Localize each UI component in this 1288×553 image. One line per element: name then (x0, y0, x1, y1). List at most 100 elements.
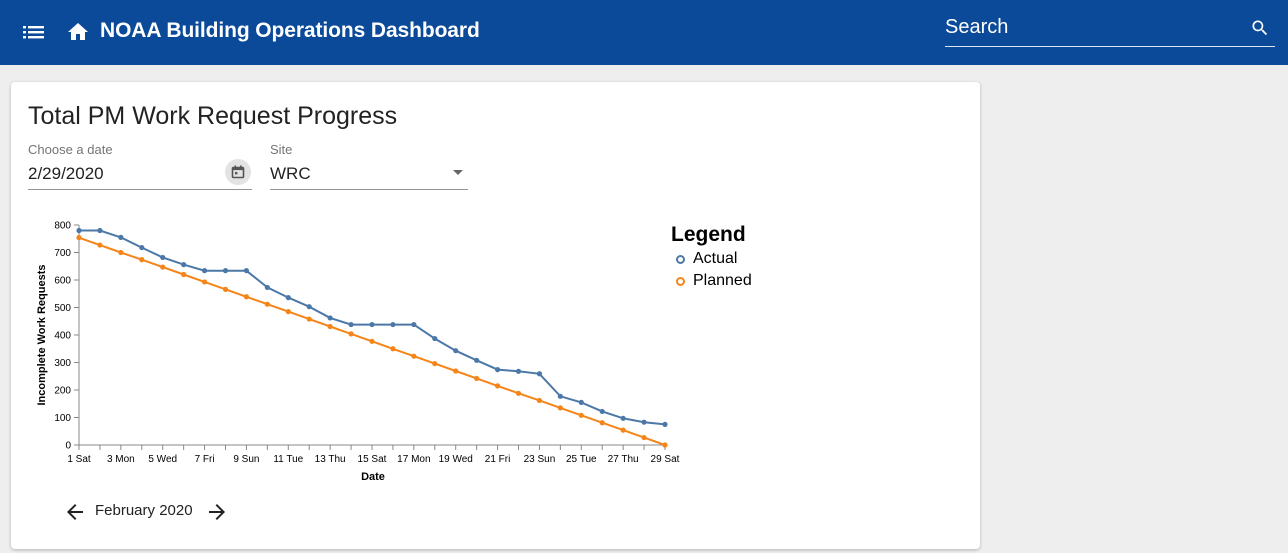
data-point-planned (599, 420, 605, 426)
y-tick-label: 400 (54, 331, 71, 342)
legend-item-planned: Planned (671, 270, 752, 292)
data-point-planned (327, 323, 333, 330)
data-point-planned (536, 397, 543, 404)
work-request-card: Total PM Work Request Progress Choose a … (11, 82, 980, 549)
data-point-planned (369, 338, 375, 344)
x-tick-label: 9 Sun (233, 454, 259, 465)
series-line-actual (79, 229, 666, 426)
data-point-actual (118, 234, 124, 240)
x-tick-label: 7 Fri (195, 454, 215, 465)
data-point-actual (474, 357, 480, 363)
data-point-planned (285, 309, 291, 315)
site-label: Site (270, 142, 293, 157)
search-input[interactable] (945, 12, 1235, 42)
x-tick-label: 15 Sat (358, 454, 387, 465)
legend-label-actual: Actual (693, 250, 738, 267)
x-tick-label: 19 Wed (439, 454, 473, 465)
x-tick-label: 17 Mon (397, 454, 430, 465)
data-point-actual (139, 244, 145, 251)
legend-symbol-planned (676, 276, 685, 286)
calendar-icon (231, 165, 245, 179)
data-point-planned (222, 286, 229, 292)
search-icon[interactable] (1250, 18, 1270, 38)
calendar-button[interactable] (225, 159, 251, 185)
data-point-actual (327, 315, 333, 321)
data-point-actual (97, 227, 103, 234)
date-label: Choose a date (28, 142, 113, 157)
x-tick-label: 23 Sun (524, 454, 556, 465)
data-point-actual (557, 393, 563, 399)
legend-symbol-actual (676, 254, 685, 264)
data-point-planned (390, 346, 396, 352)
data-point-actual (515, 368, 522, 374)
data-point-actual (662, 421, 668, 427)
data-point-planned (139, 257, 145, 263)
data-point-planned (641, 434, 647, 441)
data-point-actual (620, 415, 626, 421)
legend-label-planned: Planned (693, 272, 752, 289)
menu-icon[interactable] (22, 22, 46, 42)
y-tick-label: 800 (54, 221, 71, 232)
data-point-planned (306, 316, 312, 322)
x-tick-label: 25 Tue (566, 454, 597, 465)
data-point-planned (432, 361, 438, 367)
x-axis-title: Date (361, 471, 385, 483)
data-point-planned (557, 405, 563, 411)
home-icon[interactable] (66, 20, 90, 44)
data-point-planned (76, 235, 82, 241)
y-tick-label: 300 (54, 358, 71, 369)
data-point-planned (264, 301, 270, 307)
data-point-actual (76, 227, 82, 234)
month-label: February 2020 (95, 502, 193, 519)
data-point-actual (243, 268, 250, 274)
y-axis-title: Incomplete Work Requests (36, 265, 48, 406)
search-box[interactable] (945, 12, 1275, 47)
date-value[interactable]: 2/29/2020 (28, 164, 104, 183)
progress-chart: 0 100 200 300 400 500 600 700 800 1 Sat 3 Mon 5 Wed… (36, 221, 680, 484)
arrow-left-icon[interactable] (63, 500, 87, 524)
data-point-actual (536, 371, 543, 377)
data-point-actual (641, 419, 647, 425)
x-tick-label: 27 Thu (608, 454, 639, 465)
data-point-planned (474, 375, 480, 382)
site-value: WRC (270, 164, 311, 183)
data-point-planned (201, 279, 208, 285)
data-point-actual (285, 295, 291, 301)
date-picker[interactable]: 2/29/2020 (28, 159, 252, 190)
data-point-actual (494, 367, 501, 373)
data-point-planned (243, 294, 250, 300)
x-tick-label: 13 Thu (315, 454, 346, 465)
data-point-actual (578, 399, 584, 405)
legend-title: Legend (671, 223, 746, 246)
arrow-right-icon[interactable] (205, 500, 229, 524)
data-point-planned (515, 390, 522, 396)
x-tick-label: 29 Sat (651, 454, 680, 465)
data-point-actual (369, 321, 375, 328)
chevron-down-icon (453, 170, 463, 175)
data-point-actual (306, 304, 312, 310)
data-point-planned (411, 353, 417, 359)
data-point-actual (599, 408, 605, 415)
card-title: Total PM Work Request Progress (28, 102, 398, 130)
y-tick-label: 600 (54, 276, 71, 287)
y-tick-label: 500 (54, 303, 71, 314)
data-point-planned (453, 368, 459, 374)
data-point-actual (432, 335, 438, 342)
legend-item-actual: Actual (671, 248, 752, 270)
x-tick-label: 5 Wed (148, 454, 177, 465)
data-point-actual (411, 321, 417, 328)
x-tick-label: 3 Mon (107, 454, 135, 465)
data-point-planned (662, 442, 668, 448)
y-tick-label: 200 (54, 386, 71, 397)
data-point-actual (390, 321, 396, 328)
data-point-actual (264, 284, 270, 291)
app-title: NOAA Building Operations Dashboard (100, 19, 480, 42)
data-point-planned (494, 383, 501, 389)
data-point-planned (118, 249, 124, 256)
y-tick-label: 0 (65, 441, 71, 452)
data-point-planned (160, 264, 166, 270)
data-point-planned (348, 331, 354, 337)
data-point-actual (453, 348, 459, 354)
data-point-planned (578, 412, 584, 418)
site-select[interactable]: WRC (270, 160, 468, 190)
